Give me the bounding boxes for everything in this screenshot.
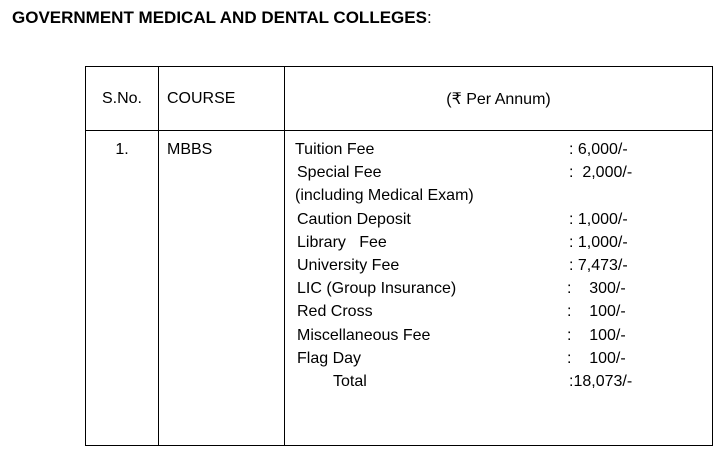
fee-label: University Fee: [297, 256, 400, 274]
fee-label: Library Fee: [297, 233, 387, 251]
fee-label: (including Medical Exam): [295, 187, 474, 205]
header-fee: (₹ Per Annum): [284, 66, 713, 131]
fee-table: S.No. COURSE (₹ Per Annum) 1. MBBS Tuiti…: [85, 66, 713, 446]
page-heading: GOVERNMENT MEDICAL AND DENTAL COLLEGES:: [12, 8, 432, 28]
table-header-row: S.No. COURSE (₹ Per Annum): [85, 66, 713, 131]
fee-item: Library Fee : 1,000/-: [285, 234, 712, 257]
fee-value: : 2,000/-: [569, 164, 633, 182]
fee-item: LIC (Group Insurance) : 300/-: [285, 280, 712, 303]
fee-value: : 100/-: [567, 303, 626, 321]
fee-label: LIC (Group Insurance): [297, 280, 457, 298]
fee-value: : 300/-: [567, 280, 626, 298]
fee-label: Caution Deposit: [297, 210, 411, 228]
header-course: COURSE: [158, 66, 285, 131]
fee-item: University Fee : 7,473/-: [285, 257, 712, 280]
fee-item: Tuition Fee : 6,000/-: [285, 141, 712, 164]
fee-item: Red Cross : 100/-: [285, 303, 712, 326]
fee-item: Miscellaneous Fee : 100/-: [285, 327, 712, 350]
fee-label: Miscellaneous Fee: [297, 326, 431, 344]
fee-value: : 7,473/-: [569, 256, 628, 274]
cell-course: MBBS: [158, 130, 285, 446]
fee-item: Flag Day : 100/-: [285, 350, 712, 373]
cell-fee-breakdown: Tuition Fee : 6,000/- Special Fee : 2,000/…: [284, 130, 713, 446]
heading-colon: :: [426, 8, 432, 27]
fee-value: : 100/-: [567, 349, 626, 367]
fee-label: Red Cross: [297, 303, 373, 321]
fee-value: : 6,000/-: [569, 141, 628, 158]
table-row: 1. MBBS Tuition Fee : 6,000/- Special Fee…: [85, 130, 713, 446]
fee-value: : 1,000/-: [569, 210, 628, 228]
fee-item: Caution Deposit : 1,000/-: [285, 211, 712, 234]
fee-value: : 1,000/-: [569, 233, 628, 251]
total-value: :18,073/-: [569, 372, 633, 390]
cell-sno: 1.: [85, 130, 159, 446]
fee-label: Tuition Fee: [295, 141, 375, 158]
heading-text: GOVERNMENT MEDICAL AND DENTAL COLLEGES: [12, 8, 427, 27]
header-sno: S.No.: [85, 66, 159, 131]
fee-label: Flag Day: [297, 349, 362, 367]
total-label: Total: [333, 372, 367, 390]
fee-value: : 100/-: [567, 326, 626, 344]
fee-item: Special Fee : 2,000/-: [285, 164, 712, 187]
fee-total: Total :18,073/-: [285, 373, 712, 396]
fee-label: Special Fee: [297, 164, 382, 182]
fee-item: (including Medical Exam): [285, 187, 712, 210]
